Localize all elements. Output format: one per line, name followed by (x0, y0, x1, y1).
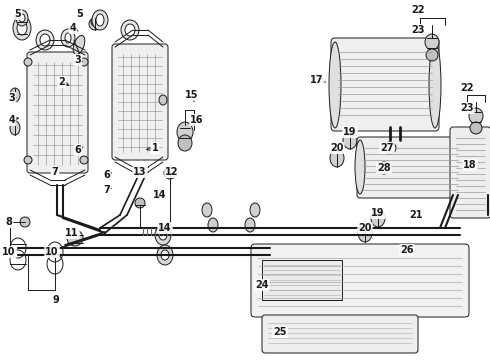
Text: 5: 5 (76, 9, 83, 19)
Ellipse shape (208, 218, 218, 232)
Text: 3: 3 (74, 55, 81, 65)
Ellipse shape (24, 156, 32, 164)
Ellipse shape (329, 42, 341, 128)
Text: 1: 1 (151, 143, 158, 153)
Ellipse shape (13, 16, 31, 40)
FancyBboxPatch shape (262, 315, 418, 353)
Text: 22: 22 (460, 83, 474, 93)
Text: 19: 19 (343, 127, 357, 137)
Ellipse shape (20, 217, 30, 227)
Text: 20: 20 (358, 223, 372, 233)
Ellipse shape (470, 122, 482, 134)
Ellipse shape (178, 135, 192, 151)
Text: 3: 3 (9, 93, 15, 103)
Text: 14: 14 (158, 223, 172, 233)
FancyBboxPatch shape (357, 137, 463, 198)
Text: 17: 17 (310, 75, 324, 85)
Ellipse shape (67, 230, 83, 246)
Ellipse shape (469, 108, 483, 124)
Text: 25: 25 (273, 327, 287, 337)
Ellipse shape (73, 35, 85, 55)
Ellipse shape (202, 203, 212, 217)
Ellipse shape (91, 18, 99, 26)
FancyBboxPatch shape (251, 244, 469, 317)
Ellipse shape (125, 24, 135, 36)
Text: 14: 14 (153, 190, 167, 200)
Text: 26: 26 (400, 245, 414, 255)
Text: 19: 19 (371, 208, 385, 218)
Ellipse shape (177, 122, 193, 142)
Ellipse shape (343, 131, 357, 149)
Text: 15: 15 (185, 90, 199, 100)
Ellipse shape (245, 218, 255, 232)
Text: 2: 2 (59, 77, 65, 87)
Text: 13: 13 (133, 167, 147, 177)
Ellipse shape (40, 34, 50, 46)
Text: 23: 23 (460, 103, 474, 113)
Text: 7: 7 (51, 167, 58, 177)
Text: 16: 16 (190, 115, 204, 125)
Ellipse shape (371, 209, 385, 227)
Ellipse shape (157, 245, 173, 265)
Ellipse shape (426, 49, 438, 61)
Ellipse shape (355, 140, 365, 194)
FancyBboxPatch shape (331, 38, 439, 131)
Ellipse shape (159, 95, 167, 105)
Text: 22: 22 (411, 5, 425, 15)
Bar (262, 260, 342, 300)
Ellipse shape (61, 29, 75, 47)
Ellipse shape (161, 250, 169, 260)
Text: 6: 6 (103, 170, 110, 180)
Ellipse shape (159, 230, 167, 240)
Ellipse shape (358, 224, 372, 242)
Ellipse shape (429, 42, 441, 128)
Ellipse shape (455, 140, 465, 194)
Ellipse shape (92, 10, 108, 30)
Text: 4: 4 (70, 23, 76, 33)
Text: 7: 7 (103, 185, 110, 195)
FancyBboxPatch shape (450, 127, 490, 218)
Text: 4: 4 (9, 115, 15, 125)
Ellipse shape (96, 14, 104, 26)
Ellipse shape (250, 203, 260, 217)
Text: 5: 5 (15, 9, 22, 19)
Ellipse shape (164, 167, 176, 179)
Ellipse shape (65, 33, 71, 43)
Ellipse shape (19, 14, 25, 22)
Ellipse shape (16, 10, 28, 26)
Text: 28: 28 (377, 163, 391, 173)
Ellipse shape (425, 34, 439, 50)
Ellipse shape (17, 21, 27, 35)
Ellipse shape (24, 58, 32, 66)
Text: 11: 11 (65, 228, 79, 238)
Ellipse shape (89, 18, 101, 30)
Text: 18: 18 (463, 160, 477, 170)
Text: 10: 10 (45, 247, 59, 257)
Text: 10: 10 (2, 247, 16, 257)
Ellipse shape (121, 20, 139, 40)
Ellipse shape (378, 162, 390, 174)
Text: 21: 21 (409, 210, 423, 220)
Ellipse shape (80, 58, 88, 66)
Text: 23: 23 (411, 25, 425, 35)
Ellipse shape (155, 225, 171, 245)
Text: 12: 12 (165, 167, 179, 177)
Ellipse shape (80, 156, 88, 164)
FancyBboxPatch shape (27, 52, 88, 173)
Ellipse shape (10, 88, 20, 102)
Ellipse shape (36, 30, 54, 50)
Text: 27: 27 (380, 143, 394, 153)
Text: 20: 20 (330, 143, 344, 153)
FancyBboxPatch shape (112, 44, 168, 160)
Ellipse shape (135, 198, 145, 208)
Text: 8: 8 (5, 217, 12, 227)
Text: 6: 6 (74, 145, 81, 155)
Text: 9: 9 (52, 295, 59, 305)
Ellipse shape (384, 142, 396, 154)
Ellipse shape (330, 149, 344, 167)
Ellipse shape (10, 121, 20, 135)
Text: 24: 24 (255, 280, 269, 290)
